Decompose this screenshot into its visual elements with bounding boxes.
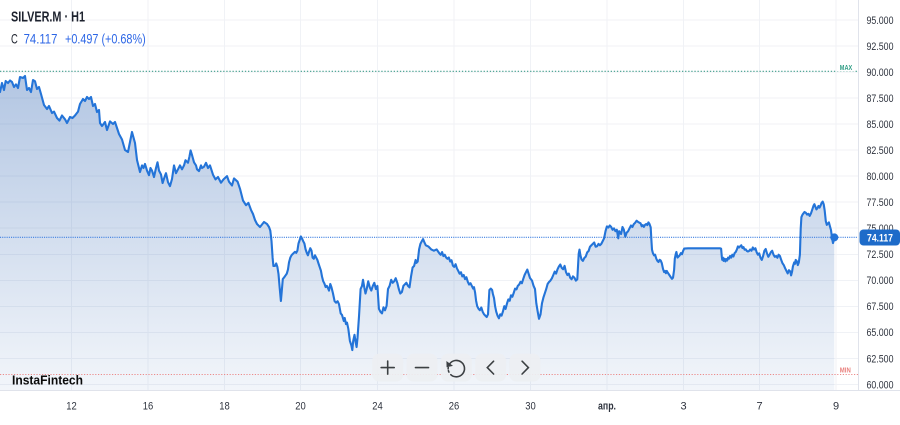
svg-text:SILVER.M · H1: SILVER.M · H1: [11, 9, 85, 26]
svg-text:C: C: [11, 31, 18, 47]
svg-text:9: 9: [833, 401, 839, 413]
svg-text:82.500: 82.500: [867, 145, 894, 157]
svg-text:70.000: 70.000: [867, 275, 894, 287]
svg-text:85.000: 85.000: [867, 119, 894, 131]
svg-text:3: 3: [680, 401, 686, 413]
svg-text:80.000: 80.000: [867, 171, 894, 183]
svg-text:62.500: 62.500: [867, 353, 894, 365]
svg-text:24: 24: [372, 401, 383, 413]
svg-text:MIN: MIN: [840, 365, 851, 374]
svg-text:90.000: 90.000: [867, 67, 894, 79]
svg-text:65.000: 65.000: [867, 327, 894, 339]
svg-text:18: 18: [219, 401, 230, 413]
svg-text:60.000: 60.000: [867, 379, 894, 391]
svg-text:InstaFintech: InstaFintech: [12, 374, 83, 388]
svg-text:16: 16: [143, 401, 154, 413]
svg-text:26: 26: [449, 401, 460, 413]
svg-text:67.500: 67.500: [867, 301, 894, 313]
svg-text:77.500: 77.500: [867, 197, 894, 209]
svg-text:апр.: апр.: [598, 401, 616, 413]
svg-text:7: 7: [756, 401, 762, 413]
svg-text:95.000: 95.000: [867, 15, 894, 27]
svg-text:74.117: 74.117: [24, 31, 58, 47]
svg-text:20: 20: [295, 401, 306, 413]
svg-text:74.117: 74.117: [867, 233, 893, 245]
svg-text:MAX: MAX: [840, 63, 852, 72]
svg-text:92.500: 92.500: [867, 41, 894, 53]
svg-text:87.500: 87.500: [867, 93, 894, 105]
svg-text:12: 12: [66, 401, 77, 413]
svg-text:72.500: 72.500: [867, 249, 894, 261]
svg-text:+0.497 (+0.68%): +0.497 (+0.68%): [65, 31, 146, 47]
svg-text:30: 30: [525, 401, 536, 413]
